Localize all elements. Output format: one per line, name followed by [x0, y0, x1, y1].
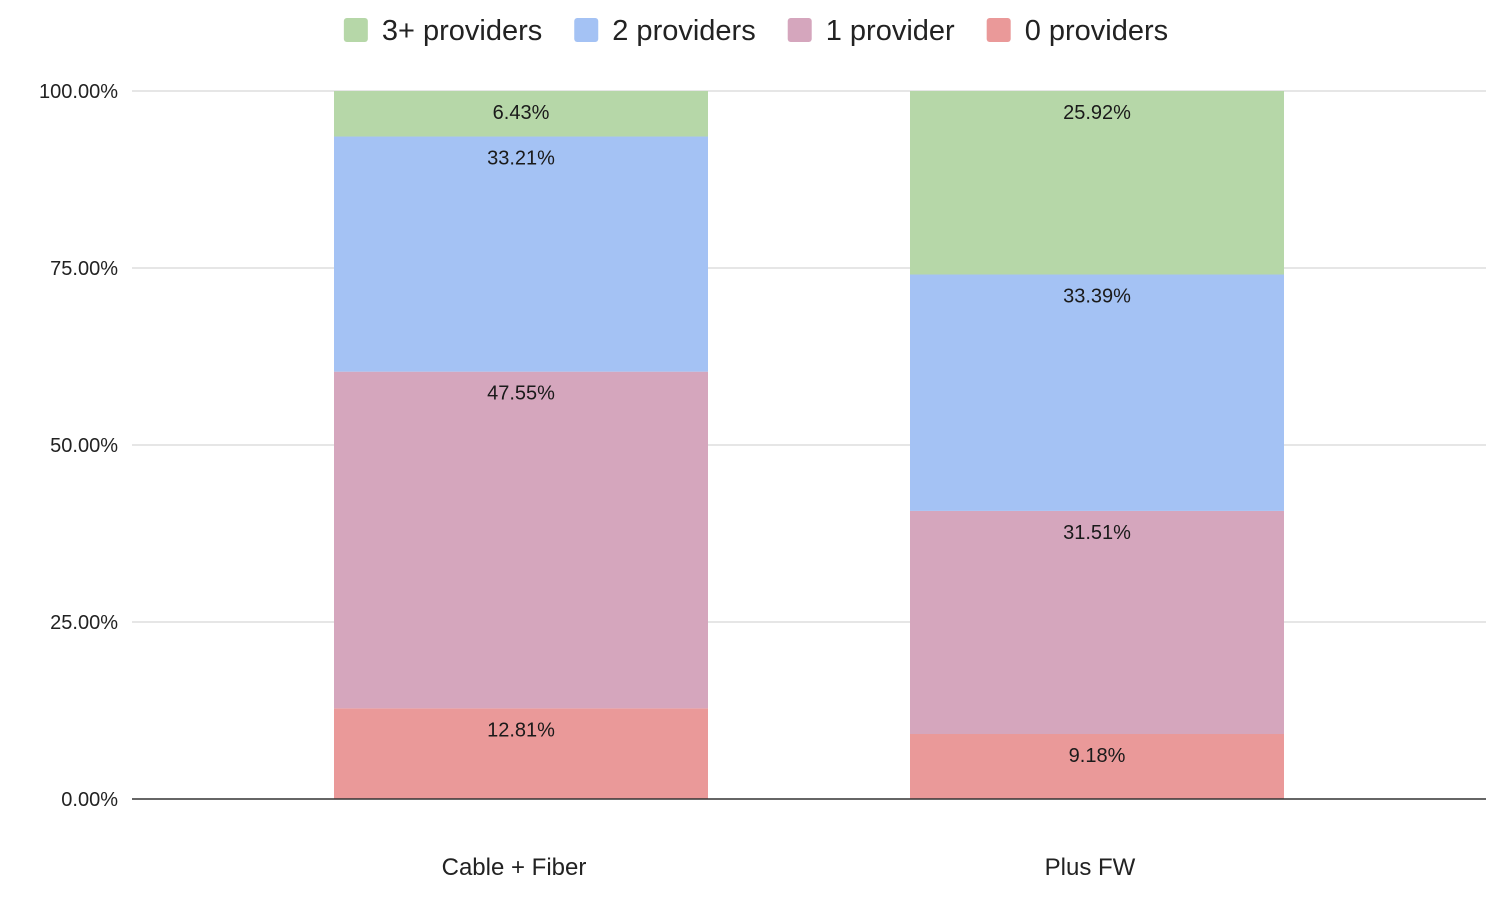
legend-item-2-providers: 2 providers	[574, 15, 756, 47]
legend-swatch	[343, 18, 368, 42]
legend-swatch	[574, 18, 599, 42]
y-tick-label: 0.00%	[61, 789, 118, 811]
data-label-plus-fw-3-providers: 25.92%	[1063, 102, 1131, 124]
data-label-cable-fiber-2-providers: 33.21%	[487, 148, 555, 170]
legend-item-3-providers: 3+ providers	[343, 15, 542, 47]
bar-segment-plus-fw-1-provider	[910, 510, 1284, 735]
legend: 3+ providers 2 providers 1 provider 0 provi…	[343, 15, 1168, 47]
data-label-cable-fiber-3-providers: 6.43%	[493, 102, 550, 124]
legend-item-1-provider: 1 provider	[787, 15, 955, 47]
legend-swatch	[787, 18, 812, 42]
bar-segment-cable-fiber-0-providers	[334, 708, 708, 799]
data-label-plus-fw-2-providers: 33.39%	[1063, 286, 1131, 308]
data-label-plus-fw-1-provider: 31.51%	[1063, 522, 1131, 544]
data-label-cable-fiber-1-provider: 47.55%	[487, 383, 555, 405]
y-axis-ticks: 0.00% 25.00% 50.00% 75.00% 100.00%	[39, 81, 118, 811]
bar-segment-plus-fw-0-providers	[910, 734, 1284, 799]
bar-segment-plus-fw-3-providers	[910, 91, 1284, 275]
y-tick-label: 25.00%	[50, 612, 118, 634]
bar-segment-cable-fiber-1-provider	[334, 371, 708, 709]
legend-label: 1 provider	[826, 15, 955, 47]
legend-swatch	[986, 18, 1011, 42]
legend-label: 2 providers	[612, 15, 755, 47]
bar-segment-cable-fiber-3-providers	[334, 91, 708, 137]
y-tick-label: 50.00%	[50, 435, 118, 457]
bar-segment-plus-fw-2-providers	[910, 274, 1284, 511]
data-label-plus-fw-0-providers: 9.18%	[1069, 745, 1126, 767]
bar-segment-cable-fiber-2-providers	[334, 136, 708, 372]
y-tick-label: 100.00%	[39, 81, 118, 103]
legend-item-0-providers: 0 providers	[986, 15, 1168, 47]
x-axis-ticks: Cable + Fiber Plus FW	[442, 854, 1136, 881]
x-tick-label: Cable + Fiber	[442, 854, 587, 881]
x-tick-label: Plus FW	[1045, 854, 1136, 881]
legend-label: 3+ providers	[382, 15, 542, 47]
data-labels: 12.81% 47.55% 33.21% 6.43% 9.18% 31.51% 33.39%…	[487, 102, 1131, 767]
bars	[334, 91, 1284, 799]
data-label-cable-fiber-0-providers: 12.81%	[487, 719, 555, 741]
legend-label: 0 providers	[1025, 15, 1168, 47]
y-tick-label: 75.00%	[50, 258, 118, 280]
